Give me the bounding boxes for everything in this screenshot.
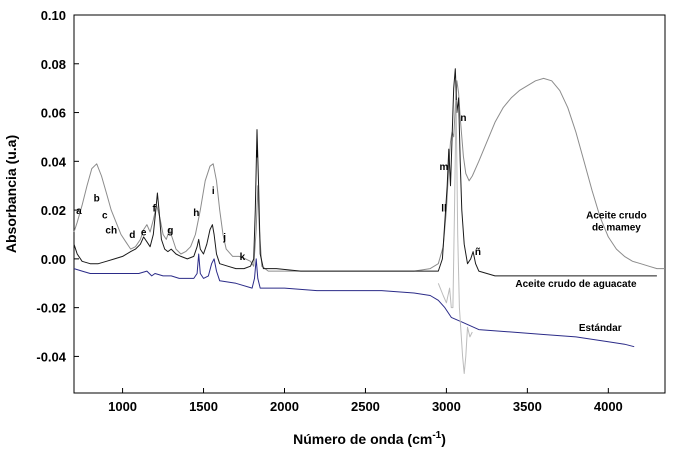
peak-label: a <box>76 206 82 217</box>
x-tick-label: 1500 <box>189 399 218 414</box>
y-tick-label: 0.04 <box>41 154 67 169</box>
peak-label: c <box>102 211 108 222</box>
peak-label: k <box>240 252 246 263</box>
x-tick-label: 2000 <box>270 399 299 414</box>
series-label-line: de mamey <box>592 223 641 234</box>
y-tick-label: 0.02 <box>41 203 66 218</box>
peak-label: g <box>167 225 173 236</box>
peak-label: ch <box>105 225 117 236</box>
peak-label: f <box>152 203 156 214</box>
y-tick-label: 0.08 <box>41 57 66 72</box>
series-label: Aceite crudo de mamey <box>586 211 647 234</box>
x-tick-label: 2500 <box>351 399 380 414</box>
series-lines <box>73 68 665 374</box>
y-tick-label: -0.04 <box>36 349 66 364</box>
peak-label: j <box>222 233 226 244</box>
series-labels: Aceite crudo de mamey Aceite crudo de agua… <box>515 211 646 334</box>
peak-label: d <box>129 230 135 241</box>
peak-label: l <box>256 150 259 161</box>
y-tick-label: 0.10 <box>41 8 66 23</box>
y-tick-label: 0.06 <box>41 106 66 121</box>
y-axis-title: Absorbancia (u.a) <box>3 135 19 253</box>
series-line-4 <box>437 99 473 374</box>
y-tick-label: -0.02 <box>36 301 66 316</box>
x-tick-label: 4000 <box>594 399 623 414</box>
series-line-3 <box>73 253 635 348</box>
peak-label: i <box>212 186 215 197</box>
peak-label: ll <box>441 203 447 214</box>
x-axis-title-text: Número de onda (cm <box>293 431 432 447</box>
series-label-line: Aceite crudo <box>586 211 647 222</box>
peak-label: m <box>440 162 449 173</box>
peak-labels: a bc ch d e fg h i j k l m ll n ñ <box>76 113 481 263</box>
peak-label: ñ <box>475 247 481 258</box>
series-label-line: Estándar <box>579 323 622 334</box>
x-tick-label: 1000 <box>108 399 137 414</box>
x-axis-title-superscript: -1 <box>432 430 441 441</box>
x-tick-label: 3500 <box>513 399 542 414</box>
series-line-2 <box>73 68 657 277</box>
plot-frame <box>73 14 666 394</box>
y-tick-label: 0.00 <box>41 252 66 267</box>
x-tick-label: 3000 <box>432 399 461 414</box>
x-axis-title-end: ) <box>441 431 446 447</box>
peak-label: h <box>193 208 199 219</box>
peak-label: b <box>94 194 100 205</box>
series-label: Aceite crudo de aguacate <box>515 279 637 290</box>
axis-titles: Número de onda (cm-1) Absorbancia (u.a) <box>3 135 446 447</box>
x-axis-title: Número de onda (cm-1) <box>293 430 446 447</box>
series-label: Estándar <box>579 323 622 334</box>
peak-label: n <box>460 113 466 124</box>
series-label-line: Aceite crudo de aguacate <box>515 279 637 290</box>
peak-label: e <box>141 228 147 239</box>
axes: 1000 1500 2000 2500 3000 3500 4000 -0.04 -0.02 0.… <box>36 8 666 414</box>
